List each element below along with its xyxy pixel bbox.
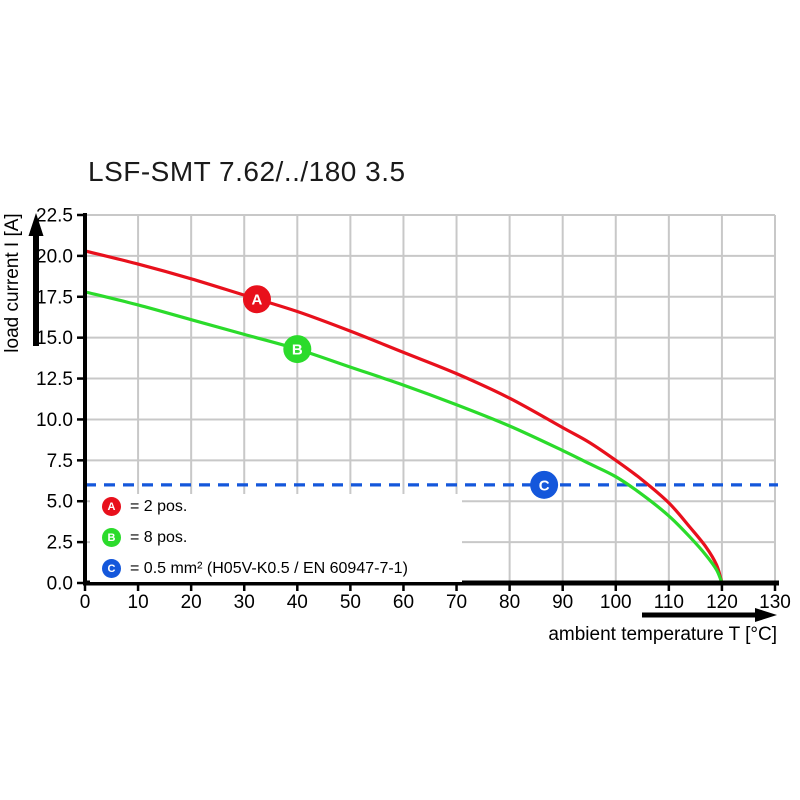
x-tick-label: 120 (706, 592, 738, 613)
x-tick-label: 90 (552, 592, 573, 613)
x-tick-label: 100 (600, 592, 632, 613)
curve-A (84, 249, 724, 584)
x-axis-label: ambient temperature T [°C] (548, 624, 777, 645)
legend-item-8pos: B = 8 pos. (90, 528, 462, 547)
legend-label: = 2 pos. (130, 497, 188, 515)
y-tick-label: 12.5 (36, 369, 73, 390)
curve-marker-letter: B (292, 342, 303, 359)
legend-label: = 0.5 mm² (H05V-K0.5 / EN 60947-7-1) (130, 559, 408, 577)
y-tick-label: 2.5 (47, 533, 73, 554)
curve-marker-letter: C (539, 477, 550, 494)
x-tick-label: 70 (446, 592, 467, 613)
y-tick-label: 22.5 (36, 206, 73, 227)
curve-B (84, 290, 724, 584)
x-tick-label: 110 (654, 592, 684, 613)
legend-item-wire: C = 0.5 mm² (H05V-K0.5 / EN 60947-7-1) (90, 559, 462, 578)
y-tick-label: 0.0 (47, 574, 73, 595)
curve-marker-C (530, 470, 559, 499)
x-tick-label: 130 (759, 592, 791, 613)
y-tick-label: 10.0 (36, 410, 73, 431)
x-axis-arrowhead-icon (755, 608, 777, 622)
chart-legend: A = 2 pos. B = 8 pos. C = 0.5 mm² (H05V-… (90, 494, 462, 582)
x-tick-label: 0 (80, 592, 91, 613)
x-tick-label: 10 (128, 592, 149, 613)
x-tick-label: 80 (499, 592, 520, 613)
curve-marker-A (242, 285, 271, 314)
legend-label: = 8 pos. (130, 528, 188, 546)
x-tick-label: 40 (287, 592, 308, 613)
y-tick-label: 15.0 (36, 328, 73, 349)
y-tick-label: 20.0 (36, 246, 73, 267)
y-tick-label: 17.5 (36, 287, 73, 308)
y-tick-label: 7.5 (47, 451, 73, 472)
legend-item-2pos: A = 2 pos. (90, 497, 462, 516)
x-tick-label: 60 (393, 592, 414, 613)
curve-marker-B (283, 335, 312, 364)
legend-marker-a-icon: A (102, 497, 121, 516)
x-tick-label: 30 (234, 592, 255, 613)
y-axis-label: load current I [A] (2, 213, 23, 353)
x-tick-label: 50 (340, 592, 361, 613)
y-axis-arrowhead-icon (28, 213, 44, 236)
legend-marker-b-icon: B (102, 528, 121, 547)
legend-marker-c-icon: C (102, 559, 121, 578)
x-tick-label: 20 (181, 592, 202, 613)
curve-marker-letter: A (252, 292, 263, 309)
chart-title: LSF-SMT 7.62/../180 3.5 (88, 156, 406, 187)
y-tick-label: 5.0 (47, 492, 73, 513)
